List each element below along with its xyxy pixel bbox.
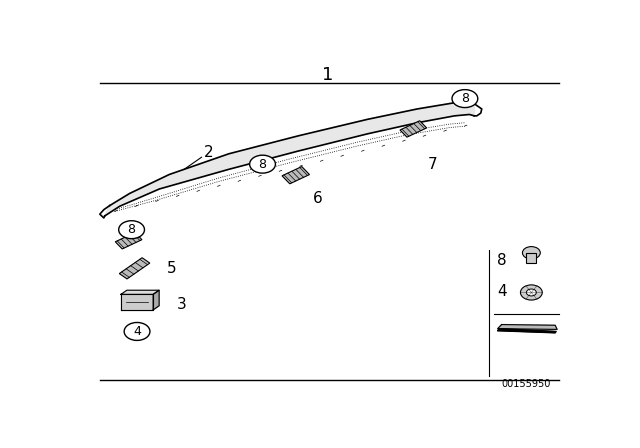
- Text: 5: 5: [167, 261, 177, 276]
- Circle shape: [452, 90, 478, 108]
- Text: 2: 2: [204, 145, 214, 159]
- Circle shape: [118, 221, 145, 239]
- Polygon shape: [115, 233, 142, 249]
- Text: 3: 3: [177, 297, 186, 312]
- Text: 7: 7: [428, 157, 437, 172]
- Text: 1: 1: [323, 66, 333, 84]
- Polygon shape: [121, 294, 153, 310]
- Polygon shape: [282, 167, 310, 184]
- Text: 6: 6: [313, 191, 323, 206]
- Polygon shape: [498, 324, 557, 329]
- Text: 8: 8: [259, 158, 266, 171]
- FancyBboxPatch shape: [527, 253, 536, 263]
- Text: 00155950: 00155950: [502, 379, 551, 389]
- Polygon shape: [105, 102, 474, 216]
- Circle shape: [522, 246, 540, 259]
- Polygon shape: [153, 290, 159, 310]
- Text: 8: 8: [461, 92, 469, 105]
- Text: 4: 4: [133, 325, 141, 338]
- Circle shape: [526, 289, 536, 296]
- Polygon shape: [498, 329, 556, 333]
- Text: 8: 8: [497, 253, 506, 268]
- Circle shape: [124, 323, 150, 340]
- Circle shape: [250, 155, 275, 173]
- Text: 4: 4: [497, 284, 506, 299]
- Polygon shape: [400, 121, 427, 137]
- Polygon shape: [119, 258, 150, 279]
- Text: 8: 8: [127, 223, 136, 236]
- Polygon shape: [121, 290, 159, 294]
- Circle shape: [520, 285, 542, 300]
